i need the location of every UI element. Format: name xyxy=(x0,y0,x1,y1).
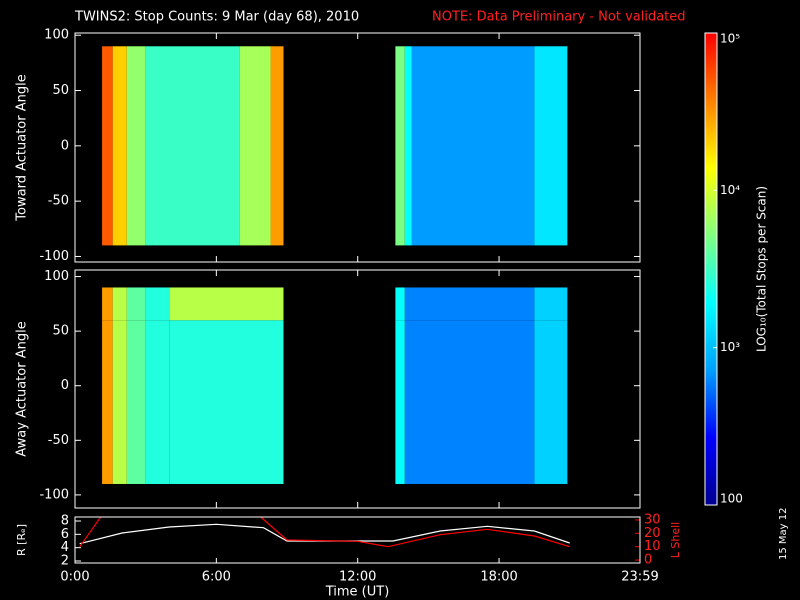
heatmap-cell xyxy=(145,287,170,321)
heatmap-cell xyxy=(534,320,568,484)
colorbar-tick-label: 100 xyxy=(720,492,743,506)
x-tick-label: 23:59 xyxy=(621,570,658,585)
heatmap-cell xyxy=(395,46,405,246)
heatmap-cell xyxy=(145,46,240,246)
y-axis-label: R [Rₑ] xyxy=(15,524,28,556)
y2-tick-label: 0 xyxy=(644,553,652,568)
y-axis-label: Toward Actuator Angle xyxy=(15,74,30,221)
y-tick-label: -100 xyxy=(39,249,69,264)
heatmap-cell xyxy=(404,46,412,246)
heatmap-cell xyxy=(270,46,284,246)
y-axis-label: Away Actuator Angle xyxy=(15,321,30,456)
heatmap-cell xyxy=(169,320,284,484)
x-tick-label: 12:00 xyxy=(339,570,376,585)
y-tick-label: -50 xyxy=(48,194,69,209)
y-tick-label: 0 xyxy=(61,138,69,153)
x-axis-label: Time (UT) xyxy=(325,585,390,600)
chart-title: TWINS2: Stop Counts: 9 Mar (day 68), 201… xyxy=(74,10,359,25)
y-tick-label: -50 xyxy=(48,433,69,448)
y2-axis-label: L Shell xyxy=(669,522,682,558)
x-tick-label: 6:00 xyxy=(202,570,231,585)
y-tick-label: 50 xyxy=(52,83,69,98)
y-tick-label: 2 xyxy=(61,554,69,569)
colorbar-label: LOG₁₀(Total Stops per Scan) xyxy=(755,186,769,352)
y-tick-label: 6 xyxy=(61,527,69,542)
plot-frame xyxy=(74,269,641,509)
heatmap-cell xyxy=(112,320,127,484)
x-tick-label: 0:00 xyxy=(60,570,89,585)
series-line xyxy=(79,523,570,545)
colorbar-tick-label: 10⁵ xyxy=(720,32,740,46)
colorbar xyxy=(704,32,718,506)
heatmap-cell xyxy=(404,320,535,484)
heatmap-cell xyxy=(534,287,568,321)
colorbar-tick-label: 10³ xyxy=(720,340,740,354)
x-tick-label: 18:00 xyxy=(480,570,517,585)
colorbar-tick-label: 10⁴ xyxy=(720,183,740,197)
heatmap-cell xyxy=(395,320,405,484)
heatmap-cell xyxy=(395,287,405,321)
y-tick-label: 100 xyxy=(44,28,69,43)
heatmap-cell xyxy=(102,46,113,246)
heatmap-cell xyxy=(112,287,127,321)
y-tick-label: 50 xyxy=(52,324,69,339)
heatmap-cell xyxy=(169,287,284,321)
heatmap-cell xyxy=(112,46,127,246)
note: NOTE: Data Preliminary - Not validated xyxy=(432,10,686,25)
heatmap-cell xyxy=(126,46,146,246)
heatmap-cell xyxy=(102,287,113,321)
heatmap-cell xyxy=(411,46,535,246)
y-tick-label: 0 xyxy=(61,378,69,393)
series-line xyxy=(79,517,570,548)
y-tick-label: 100 xyxy=(44,269,69,284)
y2-tick-label: 20 xyxy=(644,526,661,541)
heatmap-cell xyxy=(126,320,146,484)
y2-tick-label: 30 xyxy=(644,512,661,527)
plot-frame xyxy=(74,32,641,263)
heatmap-cell xyxy=(239,46,271,246)
heatmap-cell xyxy=(404,287,535,321)
date-stamp: 15 May 12 xyxy=(778,508,789,560)
heatmap-cell xyxy=(126,287,146,321)
y-tick-label: 8 xyxy=(61,514,69,529)
y-tick-label: 4 xyxy=(61,540,69,555)
plot-frame xyxy=(74,516,641,564)
y2-tick-label: 10 xyxy=(644,539,661,554)
heatmap-cell xyxy=(145,320,170,484)
heatmap-cell xyxy=(102,320,113,484)
heatmap-cell xyxy=(534,46,568,246)
plot-area xyxy=(79,517,570,548)
y-tick-label: -100 xyxy=(39,487,69,502)
